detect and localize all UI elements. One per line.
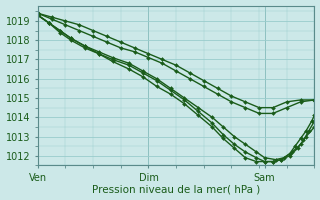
- X-axis label: Pression niveau de la mer( hPa ): Pression niveau de la mer( hPa ): [92, 184, 260, 194]
